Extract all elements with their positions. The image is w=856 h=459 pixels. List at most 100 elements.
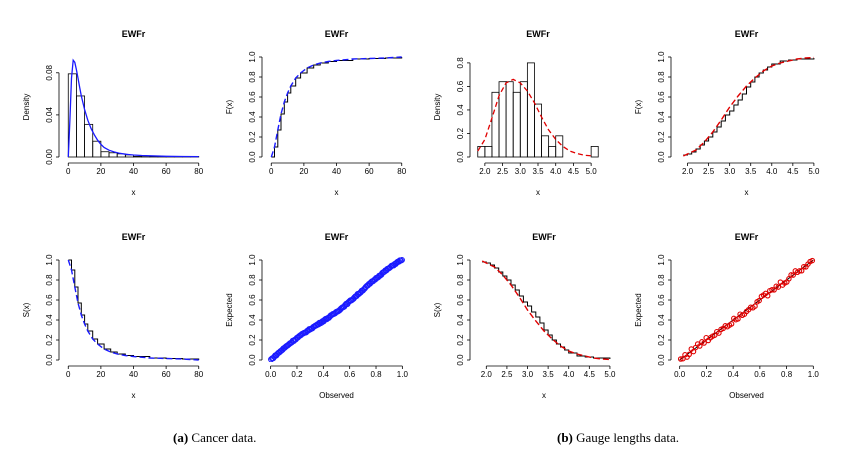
histogram-bar: [555, 135, 564, 158]
pp-point: [697, 343, 703, 349]
empirical-series: [482, 261, 611, 359]
chart-title: EWFr: [122, 29, 146, 39]
y-tick-label: 0.8: [45, 274, 54, 286]
pp-point: [756, 297, 762, 304]
histogram-bar: [505, 81, 514, 158]
density-curve: [67, 58, 199, 158]
y-axis-label: Density: [433, 94, 442, 121]
caption-a-label: (a): [173, 430, 189, 445]
histogram-bar: [526, 62, 535, 158]
y-tick-label: 1.0: [657, 51, 666, 63]
histogram-bar: [541, 135, 550, 158]
panel-cancer-surv: EWFr 0 20 40 60 80 x 0.0 0.2 0.4 0.6 0.8 1.0 S(x): [22, 232, 204, 400]
x-tick-label: 0.6: [754, 370, 766, 379]
pp-point: [790, 272, 796, 278]
y-tick-label: 0.4: [456, 104, 465, 116]
y-tick-label: 0.6: [248, 91, 257, 103]
x-tick-label: 5.0: [586, 167, 598, 176]
histogram-bar: [498, 81, 507, 158]
x-tick-label: 20: [96, 370, 105, 379]
y-tick-label: 0.8: [248, 274, 257, 286]
x-tick-label: 60: [365, 167, 374, 176]
panel-cancer-hist: EWFr 0 20 40 60 80 x 0.00 0.04 0.08 Density: [22, 29, 204, 197]
x-tick-label: 0: [66, 370, 71, 379]
x-axis-label: Observed: [729, 391, 764, 400]
y-tick-label: 0.6: [45, 294, 54, 306]
plot-area: [682, 56, 815, 157]
plot-area: [268, 256, 405, 362]
histogram-bar: [512, 91, 521, 158]
histogram-bar: [477, 146, 486, 158]
x-tick-label: 2.0: [479, 167, 491, 176]
y-tick-label: 0.00: [45, 149, 54, 165]
x-tick-label: 40: [332, 167, 341, 176]
histogram-bar: [92, 140, 102, 158]
y-tick-label: 0.4: [456, 314, 465, 326]
y-tick-label: 0.0: [248, 354, 257, 366]
x-tick-label: 60: [162, 370, 171, 379]
x-tick-label: 0.8: [370, 370, 382, 379]
x-tick-label: 2.0: [481, 370, 493, 379]
plot-area: [67, 58, 200, 158]
panel-gauge-surv: EWFr 2.0 2.5 3.0 3.5 4.0 4.5 5.0 x 0.0 0.2 0.4 0.6 0.…: [433, 232, 616, 400]
x-tick-label: 20: [96, 167, 105, 176]
histogram-bar: [519, 81, 528, 158]
y-axis-label: F(x): [634, 100, 643, 115]
plot-area: [481, 260, 611, 361]
histogram-bar: [534, 103, 542, 158]
x-tick-label: 0: [66, 167, 71, 176]
chart-title: EWFr: [735, 232, 759, 242]
pp-point: [798, 268, 805, 274]
y-tick-label: 0.2: [456, 334, 465, 346]
y-tick-label: 0.8: [456, 274, 465, 286]
y-tick-label: 0.8: [456, 57, 465, 69]
pp-point: [677, 356, 684, 362]
histogram-bar: [491, 91, 500, 158]
x-tick-label: 1.0: [397, 370, 409, 379]
x-tick-label: 40: [129, 167, 138, 176]
y-axis-label: F(x): [225, 100, 234, 115]
x-tick-label: 0.4: [728, 370, 740, 379]
y-tick-label: 0.4: [248, 111, 257, 123]
x-axis-label: Observed: [319, 391, 354, 400]
x-tick-label: 20: [299, 167, 308, 176]
y-tick-label: 1.0: [657, 254, 666, 266]
y-tick-label: 0.0: [456, 354, 465, 366]
x-axis-label: x: [132, 391, 136, 400]
pp-point: [690, 348, 697, 355]
empirical-series: [68, 259, 200, 360]
x-tick-label: 4.5: [584, 370, 596, 379]
histogram-bar: [100, 151, 110, 158]
y-tick-label: 0.0: [456, 151, 465, 163]
pp-point: [701, 340, 707, 346]
x-tick-label: 0.4: [318, 370, 330, 379]
fitted-series: [682, 56, 814, 157]
y-axis-label: S(x): [433, 302, 442, 317]
plot-area: [67, 259, 200, 361]
x-axis-label: x: [536, 188, 540, 197]
chart-title: EWFr: [325, 232, 349, 242]
y-tick-label: 0.0: [657, 354, 666, 366]
y-tick-label: 0.2: [657, 334, 666, 346]
pp-point: [809, 257, 816, 264]
empirical-series: [683, 58, 815, 156]
pp-point: [786, 276, 792, 282]
y-tick-label: 0.6: [657, 294, 666, 306]
histogram-bar: [108, 152, 118, 158]
y-tick-label: 0.2: [657, 131, 666, 143]
x-tick-label: 3.0: [522, 370, 534, 379]
x-tick-label: 3.0: [515, 167, 527, 176]
chart-title: EWFr: [526, 29, 550, 39]
x-tick-label: 0.0: [265, 370, 277, 379]
x-tick-label: 2.0: [682, 167, 694, 176]
x-tick-label: 4.0: [550, 167, 562, 176]
x-tick-label: 40: [129, 370, 138, 379]
density-curve: [477, 78, 592, 157]
caption-a: (a) Cancer data.: [173, 430, 256, 446]
plot-area: [477, 62, 599, 158]
x-axis-label: x: [132, 188, 136, 197]
pp-point: [752, 303, 758, 309]
x-tick-label: 3.5: [532, 167, 544, 176]
x-tick-label: 60: [162, 167, 171, 176]
y-axis-label: S(x): [22, 302, 31, 317]
